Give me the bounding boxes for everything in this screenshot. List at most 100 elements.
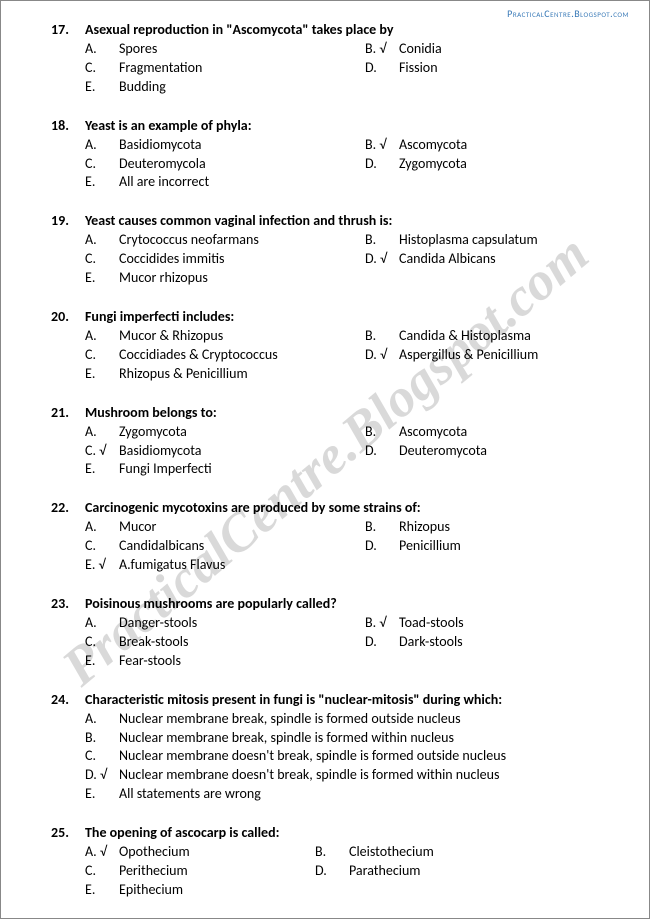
option-label: D. xyxy=(365,633,399,652)
option-label: D. xyxy=(365,537,399,556)
question: 23.Poisinous mushrooms are popularly cal… xyxy=(51,595,619,671)
option-text: All statements are wrong xyxy=(119,785,619,804)
option-label: C. √ xyxy=(85,442,119,461)
option-label: A. xyxy=(85,136,119,155)
option-text: A.fumigatus Flavus xyxy=(119,556,365,575)
option-label: C. xyxy=(85,862,119,881)
option-text: Zygomycota xyxy=(399,155,619,174)
option-label: D. √ xyxy=(85,766,119,785)
option-text: Perithecium xyxy=(119,862,315,881)
question: 20.Fungi imperfecti includes: A.Mucor & R… xyxy=(51,308,619,384)
option-label: C. xyxy=(85,250,119,269)
option-text: Basidiomycota xyxy=(119,442,365,461)
option-label: A. xyxy=(85,710,119,729)
option-text: Opothecium xyxy=(119,843,315,862)
option-label: C. xyxy=(85,537,119,556)
option-label: A. xyxy=(85,327,119,346)
question: 21.Mushroom belongs to: A.ZygomycotaB.Asc… xyxy=(51,404,619,480)
option-text: Fungi Imperfecti xyxy=(119,460,365,479)
option-text: Fission xyxy=(399,59,619,78)
question: 17.Asexual reproduction in "Ascomycota" … xyxy=(51,21,619,97)
option-text: Dark-stools xyxy=(399,633,619,652)
option-text: Mucor rhizopus xyxy=(119,269,365,288)
option-text: Nuclear membrane break, spindle is forme… xyxy=(119,710,619,729)
question-number: 24. xyxy=(51,691,85,708)
option-label: D. xyxy=(365,155,399,174)
option-label: E. xyxy=(85,785,119,804)
question-text: The opening of ascocarp is called: xyxy=(85,824,619,841)
option-label: E. xyxy=(85,78,119,97)
option-label: B. xyxy=(365,327,399,346)
option-label: D. √ xyxy=(365,250,399,269)
option-label: A. xyxy=(85,423,119,442)
option-text: Coccidiades & Cryptococcus xyxy=(119,346,365,365)
option-label: C. xyxy=(85,747,119,766)
option-text: Nuclear membrane doesn't break, spindle … xyxy=(119,766,619,785)
option-label: E. xyxy=(85,460,119,479)
question-number: 22. xyxy=(51,499,85,516)
header-site-link[interactable]: PracticalCentre.Blogspot.com xyxy=(507,7,629,20)
option-label: D. xyxy=(365,442,399,461)
question-text: Fungi imperfecti includes: xyxy=(85,308,619,325)
option-text: Deuteromycola xyxy=(119,155,365,174)
option-text: Fragmentation xyxy=(119,59,365,78)
option-text: Candidalbicans xyxy=(119,537,365,556)
option-label: B. xyxy=(365,518,399,537)
option-label: A. xyxy=(85,40,119,59)
option-label: B. √ xyxy=(365,136,399,155)
option-label: A. xyxy=(85,614,119,633)
question-number: 21. xyxy=(51,404,85,421)
question: 18.Yeast is an example of phyla:A.Basidi… xyxy=(51,117,619,193)
option-text: Aspergillus & Penicillium xyxy=(399,346,619,365)
option-text: Zygomycota xyxy=(119,423,365,442)
option-label: E. xyxy=(85,881,119,900)
option-label: E. xyxy=(85,173,119,192)
option-text: All are incorrect xyxy=(119,173,365,192)
question-text: Asexual reproduction in "Ascomycota" tak… xyxy=(85,21,619,38)
option-text: Mucor xyxy=(119,518,365,537)
option-label: B. xyxy=(365,231,399,250)
question-number: 18. xyxy=(51,117,85,134)
option-text: Budding xyxy=(119,78,365,97)
option-text: Deuteromycota xyxy=(399,442,619,461)
option-label: E. √ xyxy=(85,556,119,575)
option-label: E. xyxy=(85,652,119,671)
option-label: B. √ xyxy=(365,614,399,633)
option-text: Toad-stools xyxy=(399,614,619,633)
question: 19.Yeast causes common vaginal infection… xyxy=(51,212,619,288)
option-label: C. xyxy=(85,346,119,365)
option-text: Ascomycota xyxy=(399,423,619,442)
question-text: Mushroom belongs to: xyxy=(85,404,619,421)
option-label: B. xyxy=(365,423,399,442)
option-label: C. xyxy=(85,155,119,174)
question-number: 19. xyxy=(51,212,85,229)
option-label: B. xyxy=(315,843,349,862)
question-number: 20. xyxy=(51,308,85,325)
option-label: A. xyxy=(85,231,119,250)
option-text: Parathecium xyxy=(349,862,619,881)
option-text: Danger-stools xyxy=(119,614,365,633)
option-label: C. xyxy=(85,633,119,652)
option-text: Candida & Histoplasma xyxy=(399,327,619,346)
option-label: E. xyxy=(85,365,119,384)
option-text: Cleistothecium xyxy=(349,843,619,862)
option-text: Epithecium xyxy=(119,881,315,900)
option-text: Rhizopus xyxy=(399,518,619,537)
option-text: Spores xyxy=(119,40,365,59)
question: 25.The opening of ascocarp is called:A. … xyxy=(51,824,619,900)
option-text: Nuclear membrane break, spindle is forme… xyxy=(119,729,619,748)
option-text: Coccidides immitis xyxy=(119,250,365,269)
question-text: Carcinogenic mycotoxins are produced by … xyxy=(85,499,619,516)
option-label: B. xyxy=(85,729,119,748)
question-number: 25. xyxy=(51,824,85,841)
option-text: Conidia xyxy=(399,40,619,59)
question-text: Characteristic mitosis present in fungi … xyxy=(85,691,619,708)
option-text: Basidiomycota xyxy=(119,136,365,155)
option-text: Histoplasma capsulatum xyxy=(399,231,619,250)
option-text: Mucor & Rhizopus xyxy=(119,327,365,346)
option-text: Break-stools xyxy=(119,633,365,652)
question-number: 17. xyxy=(51,21,85,38)
option-text: Candida Albicans xyxy=(399,250,619,269)
option-text: Ascomycota xyxy=(399,136,619,155)
option-label: D. xyxy=(315,862,349,881)
